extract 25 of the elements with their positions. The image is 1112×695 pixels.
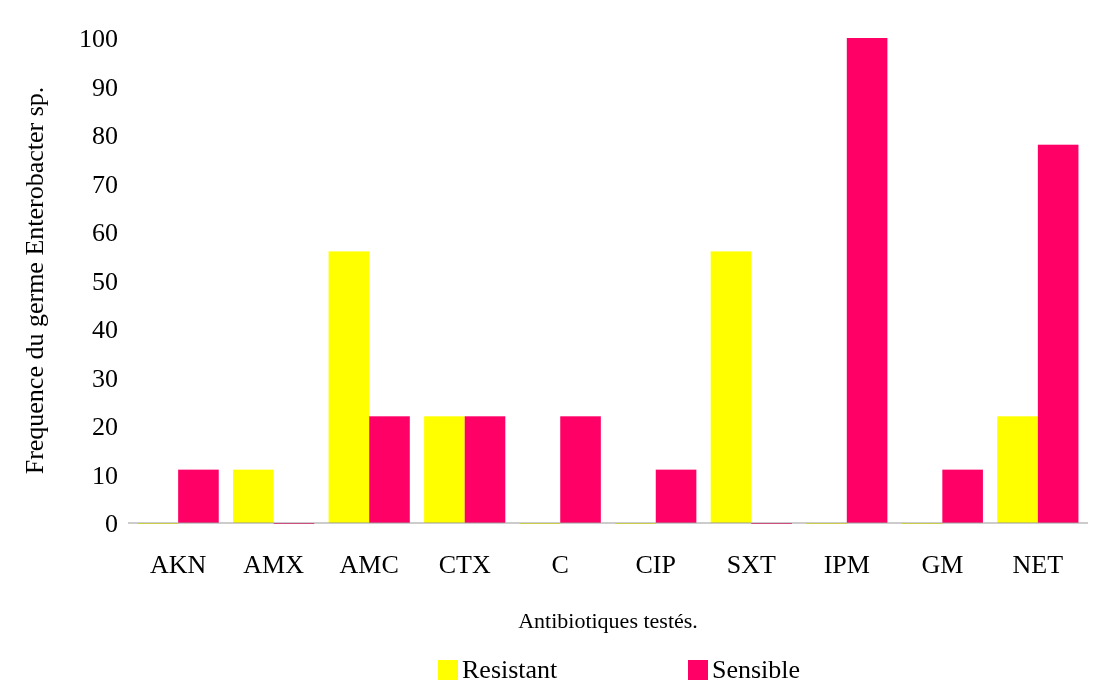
- y-tick-label: 50: [92, 266, 118, 296]
- y-tick-label: 20: [92, 412, 118, 442]
- y-tick-label: 60: [92, 218, 118, 248]
- y-tick-label: 40: [92, 315, 118, 345]
- x-tick-label: SXT: [726, 550, 776, 579]
- y-tick-label: 10: [92, 460, 118, 490]
- x-tick-label: AMC: [339, 550, 399, 579]
- y-axis-title: Frequence du germe Enterobacter sp.: [20, 86, 49, 475]
- x-tick-label: AMX: [243, 550, 305, 579]
- x-tick-label: GM: [921, 550, 964, 579]
- x-axis-title: Antibiotiques testés.: [518, 608, 698, 633]
- y-tick-label: 80: [92, 121, 118, 151]
- x-tick-label: C: [551, 550, 569, 579]
- legend-label: Resistant: [462, 655, 559, 684]
- legend-label: Sensible: [712, 655, 801, 684]
- y-tick-label: 100: [79, 24, 118, 54]
- x-tick-label: CTX: [438, 550, 491, 579]
- x-tick-label: CIP: [635, 550, 676, 579]
- y-tick-label: 0: [105, 509, 118, 539]
- y-tick-label: 30: [92, 363, 118, 393]
- y-tick-label: 90: [92, 72, 118, 102]
- x-tick-label: NET: [1012, 550, 1064, 579]
- y-tick-label: 70: [92, 169, 118, 199]
- x-tick-label: IPM: [823, 550, 870, 579]
- x-tick-label: AKN: [149, 550, 207, 579]
